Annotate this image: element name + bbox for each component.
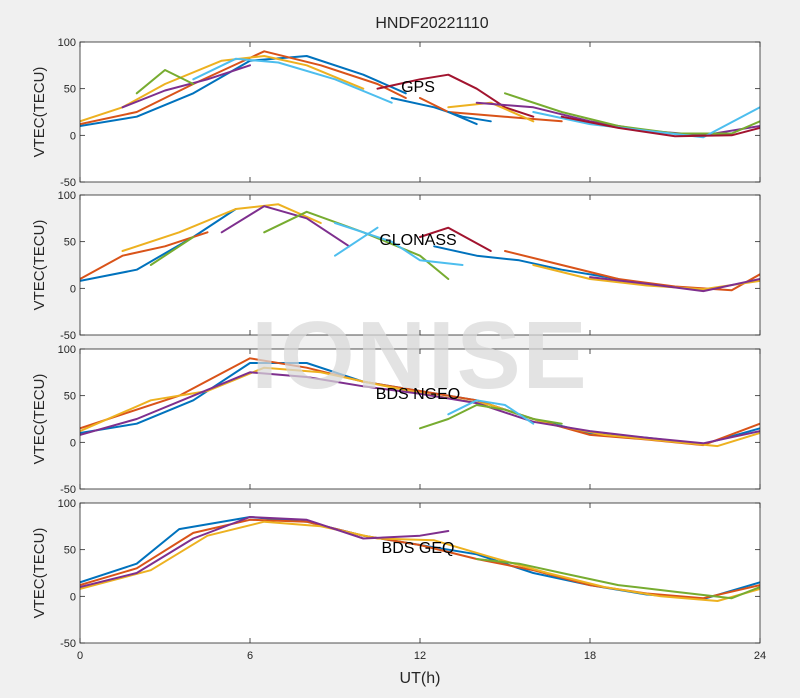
y-tick-label: 0 — [70, 437, 76, 449]
watermark-text: IONISE — [251, 302, 588, 409]
series-line — [80, 371, 760, 445]
panel-label: GLONASS — [379, 232, 456, 249]
y-tick-label: -50 — [60, 177, 76, 189]
plot-area — [80, 195, 760, 335]
series-line — [80, 231, 209, 280]
y-tick-label: 0 — [70, 283, 76, 295]
y-tick-label: -50 — [60, 638, 76, 650]
series-line — [121, 64, 251, 109]
y-tick-label: 100 — [58, 344, 76, 356]
series-line — [560, 115, 760, 138]
x-tick-label: 12 — [414, 650, 426, 662]
series-line — [419, 97, 563, 123]
y-tick-label: -50 — [60, 484, 76, 496]
series-line — [149, 236, 195, 266]
series-line — [433, 245, 620, 280]
panel-2: -50 0 50 100 VTEC(TECU) BDS NGEO — [31, 344, 761, 496]
x-tick-label: 18 — [584, 650, 596, 662]
series-line — [419, 404, 563, 430]
panel-label: BDS GEQ — [382, 540, 455, 557]
y-tick-label: 50 — [64, 545, 76, 557]
y-axis-label: VTEC(TECU) — [31, 374, 48, 465]
series-line — [80, 208, 237, 282]
x-tick-label: 24 — [754, 650, 766, 662]
series-line — [135, 69, 195, 95]
series-line — [447, 399, 535, 425]
x-tick-label: 0 — [77, 650, 83, 662]
series-group — [80, 203, 760, 293]
y-axis-label: VTEC(TECU) — [31, 528, 48, 619]
y-tick-label: 50 — [64, 237, 76, 249]
plot-area — [80, 503, 760, 643]
x-axis-label: UT(h) — [400, 670, 441, 687]
panel-1: -50 0 50 100 VTEC(TECU) GLONASS — [31, 190, 761, 342]
y-tick-label: 50 — [64, 84, 76, 96]
y-axis-label: VTEC(TECU) — [31, 67, 48, 158]
y-tick-label: 50 — [64, 391, 76, 403]
series-line — [447, 111, 478, 126]
series-line — [121, 203, 322, 252]
panel-label: GPS — [401, 79, 435, 96]
y-tick-label: -50 — [60, 330, 76, 342]
y-axis-label: VTEC(TECU) — [31, 220, 48, 311]
x-tick-label: 6 — [247, 650, 253, 662]
series-group — [80, 357, 760, 448]
series-line — [475, 558, 760, 600]
series-line — [80, 520, 760, 602]
series-line — [589, 276, 760, 293]
y-tick-label: 100 — [58, 37, 76, 49]
series-line — [80, 50, 407, 126]
series-line — [376, 73, 535, 118]
series-line — [80, 516, 450, 588]
chart-title: HNDF20221110 — [375, 15, 488, 32]
series-line — [419, 226, 492, 252]
plot-area — [80, 349, 760, 489]
series-group — [80, 50, 760, 139]
series-line — [532, 106, 760, 139]
series-line — [447, 101, 535, 123]
series-line — [192, 57, 393, 104]
y-tick-label: 0 — [70, 591, 76, 603]
series-line — [220, 205, 351, 248]
plot-area — [80, 42, 760, 182]
panel-label: BDS NGEO — [376, 386, 460, 403]
series-line — [334, 222, 464, 266]
series-group — [80, 516, 760, 602]
y-tick-label: 100 — [58, 190, 76, 202]
y-tick-label: 100 — [58, 498, 76, 510]
panel-0: -50 0 50 100 VTEC(TECU) GPS — [31, 37, 761, 189]
y-tick-label: 0 — [70, 130, 76, 142]
series-line — [334, 226, 379, 257]
